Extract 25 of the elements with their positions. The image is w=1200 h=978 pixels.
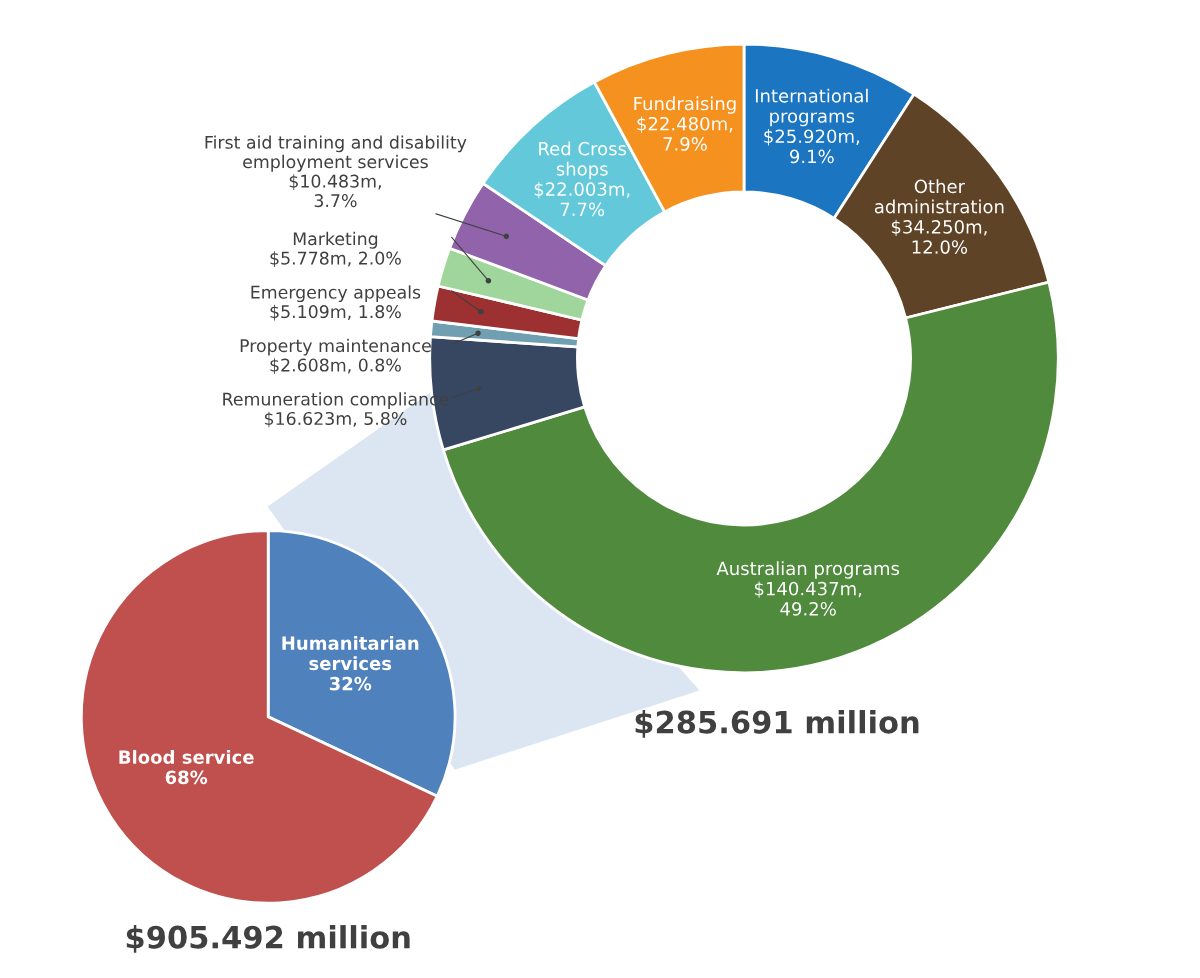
- data-label: $22.003m, 7.7%: [534, 181, 630, 217]
- data-label: $140.437m, 49.2%: [754, 581, 862, 616]
- data-label: $10.483m, 3.7%: [289, 174, 381, 208]
- slice-label: Australian programs: [716, 561, 900, 579]
- slice-label: Red Cross shops: [539, 141, 627, 180]
- slice-label: Property maintenance: [240, 338, 431, 356]
- data-label: $5.778m, 2.0%: [270, 251, 401, 268]
- text: $285.691 million: [635, 710, 919, 738]
- data-label: $2.608m, 0.8%: [270, 358, 401, 374]
- slice-label: Blood service: [119, 749, 254, 764]
- data-label: $22.480m, 7.9%: [637, 116, 733, 151]
- data-label: $25.920m, 9.1%: [764, 129, 860, 164]
- slice-label: Humanitarian services: [282, 636, 419, 671]
- slice-label: Other administration: [874, 179, 1004, 214]
- slice-label: International programs: [755, 88, 868, 127]
- data-label: 68%: [165, 770, 208, 785]
- data-label: 32%: [329, 676, 372, 691]
- data-label: $16.623m, 5.8%: [264, 411, 407, 428]
- slice-label: Marketing: [293, 231, 378, 249]
- slice-label: First aid training and disability employment services: [205, 135, 467, 172]
- text: $905.492 million: [126, 925, 410, 953]
- slice-label: Fundraising: [634, 96, 736, 114]
- slice-label: Emergency appeals: [251, 285, 421, 303]
- data-label: $5.109m, 1.8%: [270, 304, 401, 321]
- data-label: $34.250m, 12.0%: [891, 219, 987, 254]
